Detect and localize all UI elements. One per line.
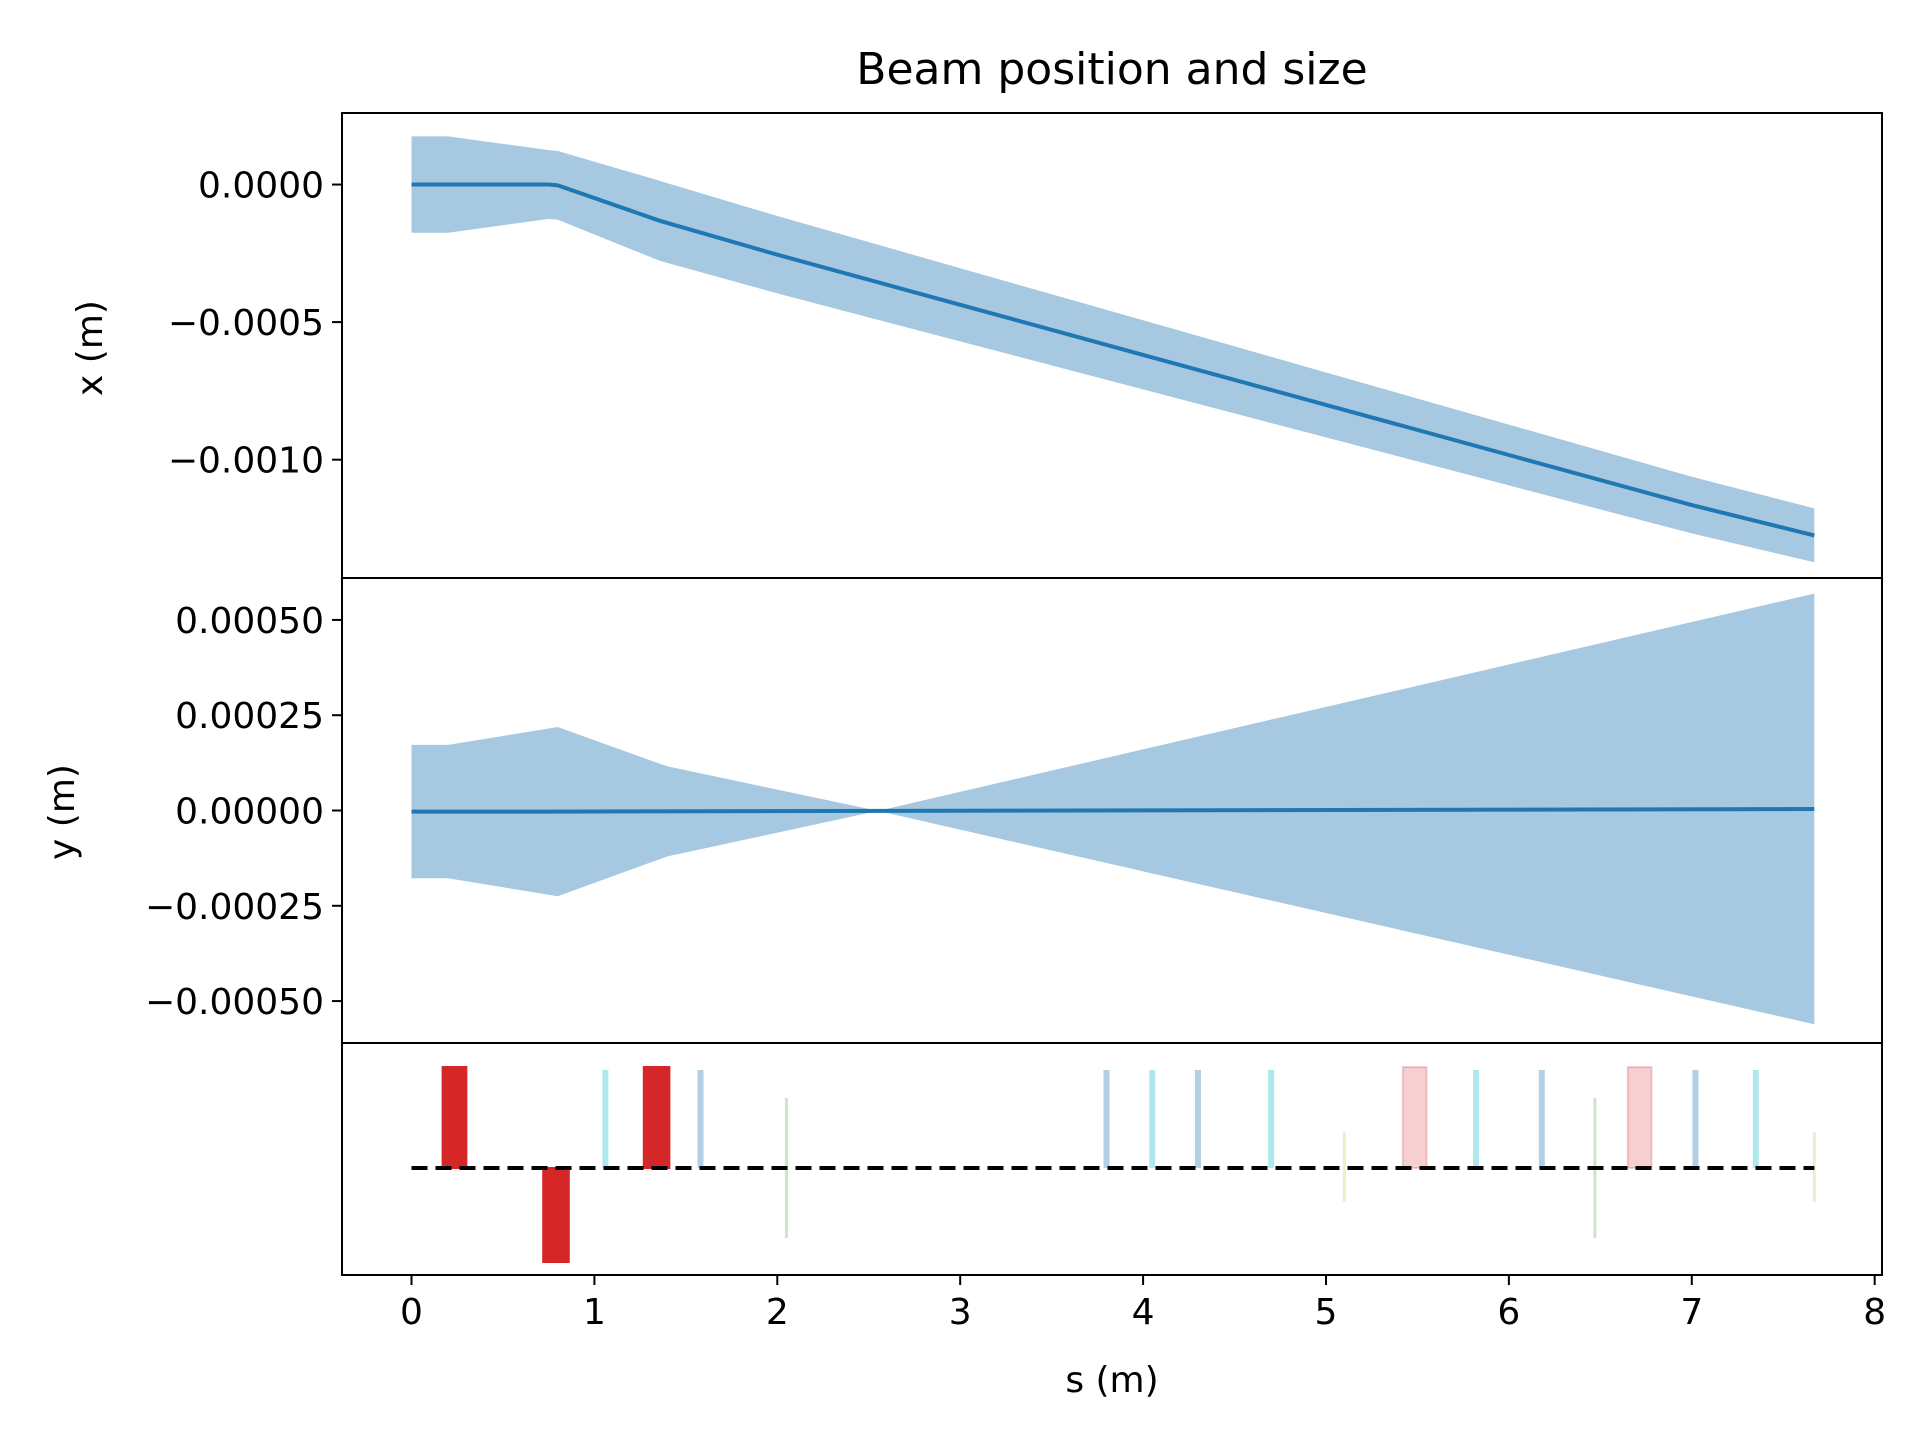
y-ytick-label: 0.00000 (175, 792, 324, 833)
x-axis-label: s (m) (1065, 1360, 1158, 1401)
aperture-marker (1342, 1132, 1346, 1202)
element-marker (1103, 1070, 1110, 1168)
x-tick-label: 3 (949, 1292, 972, 1333)
chart-title: Beam position and size (856, 44, 1367, 95)
layout-panel (341, 1042, 1883, 1276)
element-marker (1149, 1070, 1156, 1168)
x-tick-label: 5 (1315, 1292, 1338, 1333)
x-tick-label: 1 (583, 1292, 606, 1333)
x-ytick-label: 0.0000 (198, 166, 324, 207)
element-marker (1472, 1070, 1479, 1168)
x-tick-label: 2 (766, 1292, 789, 1333)
quadrupole-magnet (441, 1066, 468, 1169)
x-panel-ylabel: x (m) (70, 300, 111, 396)
x-ytick-label: −0.0005 (168, 303, 324, 344)
x-tick-label: 0 (400, 1292, 423, 1333)
quadrupole-magnet (642, 1066, 671, 1169)
element-marker (1194, 1070, 1201, 1168)
x-mean-line (411, 182, 1815, 538)
element-marker (1538, 1070, 1545, 1168)
x-tick-label: 6 (1497, 1292, 1520, 1333)
quadrupole-magnet (1626, 1066, 1653, 1169)
x-tick-label: 4 (1132, 1292, 1155, 1333)
y-ytick-label: 0.00050 (175, 601, 324, 642)
y-ytick-label: 0.00025 (175, 696, 324, 737)
element-marker (1752, 1070, 1759, 1168)
element-marker (697, 1070, 704, 1168)
y-panel: 0.00050 0.00025 0.00000 −0.00025 −0.00050 (145, 577, 1883, 1044)
y-mean-line (411, 807, 1815, 814)
element-marker (1268, 1070, 1275, 1168)
x-ytick-label: −0.0010 (168, 441, 324, 482)
quadrupole-magnet (1401, 1066, 1428, 1169)
s-axis: 0 1 2 3 4 5 6 7 8 (400, 1275, 1886, 1333)
x-tick-label: 7 (1680, 1292, 1703, 1333)
x-tick-label: 8 (1863, 1292, 1886, 1333)
y-ytick-label: −0.00025 (145, 887, 324, 928)
element-marker (1692, 1070, 1699, 1168)
element-marker (602, 1070, 609, 1168)
y-panel-ylabel: y (m) (42, 764, 83, 860)
layout-frame (341, 1042, 1883, 1276)
quadrupole-magnet (542, 1167, 570, 1263)
x-panel: 0.0000 −0.0005 −0.0010 (168, 112, 1883, 579)
x-envelope-band (411, 136, 1815, 563)
y-ytick-label: −0.00050 (145, 982, 324, 1023)
